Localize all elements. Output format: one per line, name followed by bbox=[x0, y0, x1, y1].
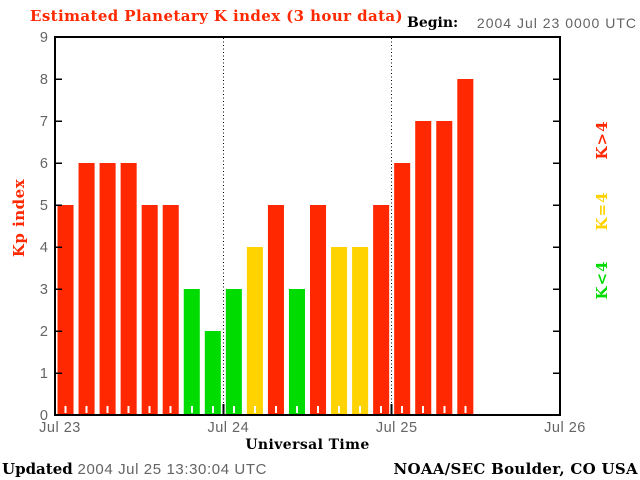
kp-bar bbox=[99, 163, 116, 415]
kp-bar bbox=[183, 289, 200, 415]
kp-bar bbox=[57, 205, 74, 415]
y-axis-title: Kp index bbox=[10, 178, 28, 258]
y-tick-label: 7 bbox=[40, 114, 48, 130]
kp-bar bbox=[352, 247, 369, 415]
y-tick-label: 9 bbox=[40, 30, 48, 46]
kp-bar bbox=[457, 79, 474, 415]
kp-bar bbox=[78, 163, 95, 415]
y-tick-label: 4 bbox=[40, 240, 48, 256]
kp-bar bbox=[310, 205, 327, 415]
page-title: Estimated Planetary K index (3 hour data… bbox=[30, 7, 404, 25]
kp-bar bbox=[436, 121, 453, 415]
x-tick-label: Jul 26 bbox=[544, 420, 586, 436]
x-axis-title: Universal Time bbox=[245, 437, 370, 453]
kp-bar bbox=[120, 163, 137, 415]
x-tick-label: Jul 23 bbox=[39, 420, 81, 436]
y-tick-label: 6 bbox=[40, 156, 48, 172]
kp-bar bbox=[331, 247, 348, 415]
begin-value: 2004 Jul 23 0000 UTC bbox=[476, 15, 637, 31]
updated-value: 2004 Jul 25 13:30:04 UTC bbox=[77, 461, 268, 478]
x-tick-label: Jul 25 bbox=[376, 420, 418, 436]
legend-item-k-eq-4: K=4 bbox=[593, 191, 611, 231]
y-tick-label: 0 bbox=[40, 408, 48, 424]
y-tick-label: 5 bbox=[40, 198, 48, 214]
legend-item-k-gt-4: K>4 bbox=[593, 120, 611, 160]
kp-bar bbox=[373, 205, 390, 415]
x-tick-label: Jul 24 bbox=[207, 420, 249, 436]
kp-bar bbox=[267, 205, 284, 415]
y-tick-label: 3 bbox=[40, 282, 48, 298]
y-tick-label: 1 bbox=[40, 366, 48, 382]
kp-bar bbox=[162, 205, 179, 415]
kp-bar bbox=[141, 205, 158, 415]
kp-bar bbox=[246, 247, 263, 415]
kp-bar bbox=[204, 331, 221, 415]
update-status: Updated 2004 Jul 25 13:30:04 UTC bbox=[2, 460, 267, 478]
noaa-credit: NOAA/SEC Boulder, CO USA bbox=[393, 460, 638, 478]
chart-frame bbox=[54, 36, 561, 416]
legend-item-k-lt-4: K<4 bbox=[593, 260, 611, 300]
updated-label: Updated bbox=[2, 460, 73, 478]
y-tick-label: 2 bbox=[40, 324, 48, 340]
kp-bar bbox=[225, 289, 242, 415]
kp-bar bbox=[415, 121, 432, 415]
kp-bar bbox=[394, 163, 411, 415]
y-tick-label: 8 bbox=[40, 72, 48, 88]
begin-label: Begin: bbox=[407, 15, 459, 31]
kp-bar bbox=[288, 289, 305, 415]
